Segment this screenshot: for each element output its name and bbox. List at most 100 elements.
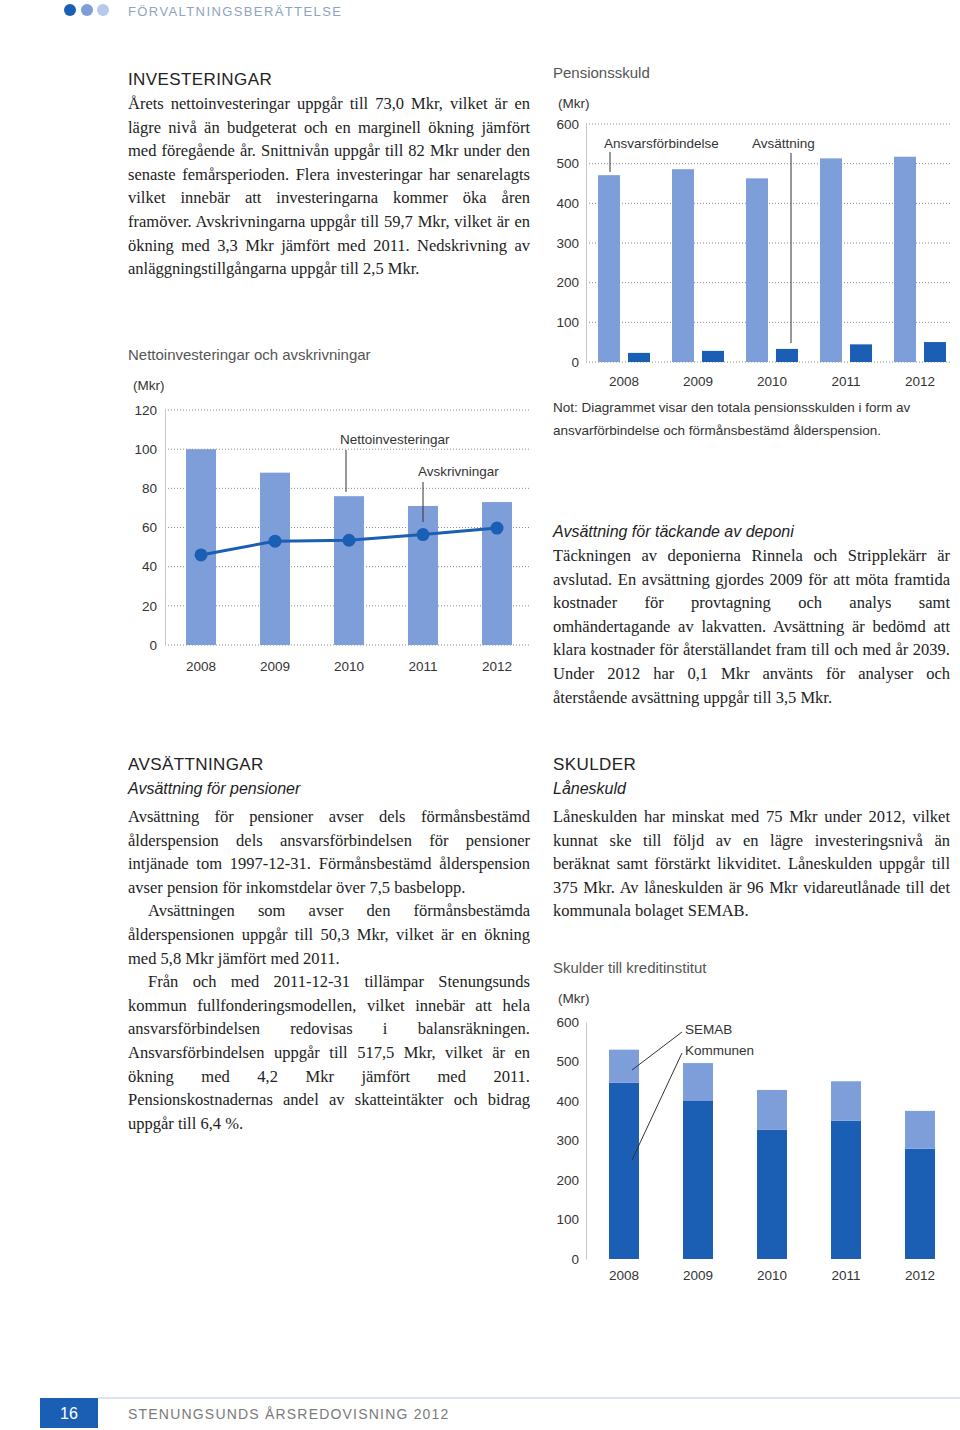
series-label: Avsättning — [752, 136, 815, 151]
page-canvas: FÖRVALTNINGSBERÄTTELSENettoinvesteringar… — [0, 0, 960, 1430]
grid-line — [586, 124, 952, 125]
bar — [683, 1101, 713, 1259]
y-tick: 400 — [556, 196, 586, 211]
y-tick-label: 100 — [556, 1212, 579, 1227]
x-axis: 20082009201020112012 — [186, 645, 512, 674]
y-tick: 80 — [142, 481, 165, 496]
y-tick: 200 — [556, 1173, 586, 1188]
bar — [334, 496, 364, 645]
x-tick: 2008 — [609, 362, 639, 389]
y-tick-label: 400 — [556, 1094, 579, 1109]
chart-title: Pensionsskuld — [553, 64, 650, 81]
y-tick: 300 — [556, 1133, 586, 1148]
paragraph: Årets nettoinvesteringar uppgår till 73,… — [128, 92, 530, 281]
bar — [628, 353, 650, 362]
leader-line — [791, 153, 792, 343]
y-tick-label: 80 — [142, 481, 157, 496]
page-header: FÖRVALTNINGSBERÄTTELSE — [64, 4, 342, 19]
grid-line — [165, 410, 530, 411]
leader-line — [610, 152, 611, 172]
chart-caption: Not: Diagrammet visar den totala pension… — [553, 396, 953, 442]
y-tick-label: 120 — [134, 403, 157, 418]
y-tick-label: 0 — [571, 1252, 579, 1267]
y-tick: 100 — [556, 315, 586, 330]
plot-marks — [186, 449, 512, 645]
bar — [482, 502, 512, 645]
x-tick-label: 2008 — [186, 659, 216, 674]
x-tick-label: 2012 — [482, 659, 512, 674]
x-tick: 2012 — [482, 645, 512, 674]
y-axis-label: (Mkr) — [133, 378, 164, 393]
y-tick-label: 600 — [556, 1015, 579, 1030]
page-footer: 16 STENUNGSUNDS ÅRSREDOVISNING 2012 — [40, 1398, 960, 1428]
y-axis-line — [586, 125, 587, 363]
x-tick-label: 2010 — [757, 374, 787, 389]
bar — [702, 351, 724, 362]
bar — [831, 1081, 861, 1121]
bar — [850, 344, 872, 362]
marker — [343, 534, 356, 547]
grid-line — [165, 488, 530, 489]
paragraph: Låneskulden har minskat med 75 Mkr under… — [553, 805, 950, 923]
x-tick-label: 2011 — [408, 659, 437, 674]
bar — [757, 1090, 787, 1130]
header-dot — [64, 4, 76, 16]
x-tick-label: 2011 — [831, 1268, 860, 1283]
y-tick: 600 — [556, 1015, 586, 1030]
y-axis-line — [586, 1023, 587, 1260]
leader-line — [423, 482, 424, 522]
bar — [820, 158, 842, 362]
marker — [417, 528, 430, 541]
paragraph: Täckningen av deponierna Rinnela och Str… — [553, 544, 950, 709]
text-section: Avsättning för täckande av deponiTäcknin… — [553, 520, 950, 709]
section-subheading: Avsättning för pensioner — [128, 777, 530, 801]
bar — [260, 473, 290, 645]
series-labels: KommunenSEMAB — [632, 1022, 754, 1160]
y-tick: 40 — [142, 559, 165, 574]
footer-rule — [98, 1398, 960, 1399]
section-heading: Avsättning för täckande av deponi — [553, 520, 950, 544]
footer-title: STENUNGSUNDS ÅRSREDOVISNING 2012 — [128, 1406, 450, 1422]
y-axis-label: (Mkr) — [558, 96, 589, 111]
marker — [491, 522, 504, 535]
x-tick-label: 2008 — [609, 374, 639, 389]
y-axis: 0100200300400500600 — [556, 1015, 586, 1267]
page-number: 16 — [60, 1405, 78, 1422]
paragraph: Avsättning för pensioner avser dels förm… — [128, 805, 530, 899]
bar — [905, 1111, 935, 1149]
bar — [609, 1050, 639, 1083]
series-label: Kommunen — [685, 1043, 754, 1058]
y-axis-line — [165, 411, 166, 646]
y-tick-label: 500 — [556, 156, 579, 171]
y-tick: 20 — [142, 599, 165, 614]
bar — [683, 1063, 713, 1101]
series-label: Avskrivningar — [418, 464, 499, 479]
y-axis: 020406080100120 — [134, 403, 165, 653]
y-axis: 0100200300400500600 — [556, 117, 586, 370]
header-dot — [97, 4, 109, 16]
bar — [609, 1083, 639, 1259]
plot-marks — [609, 1050, 935, 1259]
chart: Pensionsskuld(Mkr)0100200300400500600200… — [553, 64, 952, 389]
y-tick: 0 — [149, 638, 165, 653]
y-tick: 600 — [556, 117, 586, 132]
x-axis: 20082009201020112012 — [609, 1259, 935, 1283]
y-tick: 0 — [571, 355, 586, 370]
x-tick: 2010 — [757, 1259, 787, 1283]
y-tick-label: 300 — [556, 236, 579, 251]
paragraph: Från och med 2011-12-31 tillämpar Stenun… — [128, 970, 530, 1135]
y-tick: 500 — [556, 156, 586, 171]
y-tick: 100 — [134, 442, 165, 457]
x-tick: 2010 — [757, 362, 787, 389]
bar — [905, 1149, 935, 1259]
section-heading: SKULDER — [553, 753, 950, 777]
plot-marks — [598, 157, 946, 362]
x-tick: 2012 — [905, 362, 935, 389]
y-tick: 400 — [556, 1094, 586, 1109]
bar — [776, 349, 798, 362]
y-tick: 100 — [556, 1212, 586, 1227]
bar — [598, 175, 620, 362]
bar — [186, 449, 216, 645]
section-heading: AVSÄTTNINGAR — [128, 753, 530, 777]
x-tick: 2008 — [186, 645, 216, 674]
